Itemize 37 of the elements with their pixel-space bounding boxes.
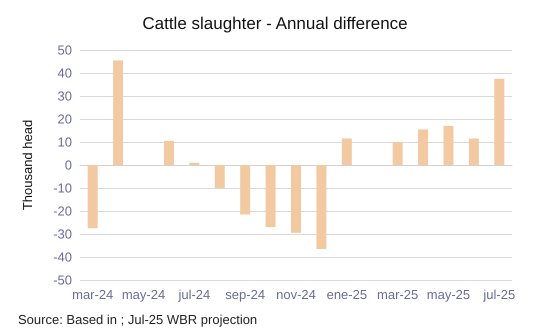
y-tick-label: -20: [53, 204, 72, 218]
bar: [443, 126, 454, 165]
x-tick-label: mar-25: [377, 287, 418, 302]
bar: [418, 129, 428, 165]
chart-title: Cattle slaughter - Annual difference: [142, 14, 408, 33]
x-tick-label: may-25: [426, 287, 470, 302]
x-tick-label: nov-24: [276, 287, 316, 302]
bar: [164, 140, 174, 165]
y-tick-label: 40: [58, 66, 72, 80]
bar: [266, 165, 276, 228]
x-tick-label: jul-24: [177, 287, 210, 302]
x-tick-label: may-24: [122, 287, 166, 302]
bar: [342, 138, 352, 165]
bar: [88, 165, 98, 228]
x-tick-label: sep-24: [225, 287, 266, 302]
bar: [240, 165, 250, 214]
bar: [494, 78, 504, 165]
bar: [291, 165, 301, 233]
bar: [392, 142, 403, 165]
y-tick-label: -50: [53, 272, 72, 288]
x-tick-label: ene-25: [326, 287, 368, 302]
x-tick-label: mar-24: [72, 287, 114, 302]
y-tick-label: 30: [58, 88, 72, 104]
y-tick-label: -40: [53, 250, 72, 264]
bar: [214, 165, 225, 188]
bar: [113, 60, 124, 165]
y-tick-label: 20: [58, 112, 72, 126]
y-axis-title: Thousand head: [20, 120, 35, 210]
bar: [468, 138, 479, 165]
y-tick-label: 10: [58, 134, 72, 150]
bar: [316, 165, 326, 249]
x-tick-label: jul-25: [482, 287, 516, 302]
y-tick-label: 0: [64, 158, 72, 172]
y-tick-label: -30: [53, 226, 72, 242]
source-note: Source: Based in ; Jul-25 WBR projection: [18, 312, 258, 327]
y-tick-label: -10: [53, 180, 72, 196]
y-tick-label: 50: [58, 42, 72, 58]
